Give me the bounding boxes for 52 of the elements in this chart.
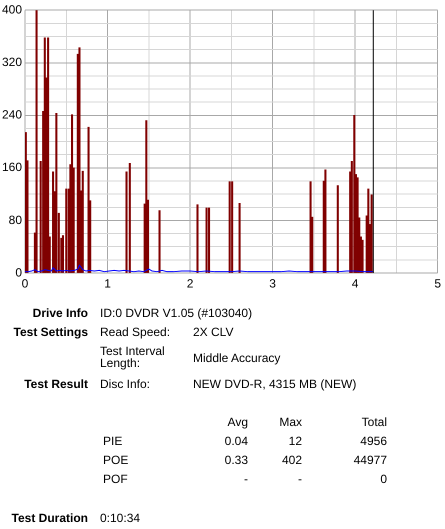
bar xyxy=(336,185,339,273)
text: Test Interval Length: xyxy=(100,344,166,370)
y-tick-label: 160 xyxy=(2,160,22,174)
bar xyxy=(196,204,199,273)
text: 44977 xyxy=(354,453,387,467)
text: Disc Info: xyxy=(100,377,150,391)
bar xyxy=(55,113,58,273)
text: Drive Info xyxy=(32,306,88,320)
text: Read Speed: xyxy=(100,324,170,338)
bar xyxy=(47,37,50,273)
text: Max xyxy=(279,414,302,428)
text: POE xyxy=(103,453,128,467)
text: PIE xyxy=(103,434,122,448)
x-tick-label: 2 xyxy=(186,276,194,291)
text: 0:10:34 xyxy=(100,511,140,525)
text: 0.33 xyxy=(224,453,248,467)
text: 4956 xyxy=(360,434,387,448)
bar xyxy=(231,181,234,273)
text: Middle Accuracy xyxy=(193,350,280,364)
text: NEW DVD-R, 4315 MB (NEW) xyxy=(193,377,356,391)
text: 402 xyxy=(282,453,302,467)
x-tick-label: 3 xyxy=(269,276,276,291)
y-tick-label: 400 xyxy=(2,2,22,17)
bar xyxy=(238,203,241,273)
bar xyxy=(206,208,208,273)
text: - xyxy=(244,472,248,486)
text: Total xyxy=(362,414,387,428)
text: Test Result xyxy=(24,377,88,391)
x-tick-label: 1 xyxy=(104,276,112,291)
y-tick-label: 320 xyxy=(2,55,22,70)
text: 12 xyxy=(288,434,302,448)
y-tick-label: 80 xyxy=(8,212,22,227)
text: 0 xyxy=(380,472,387,486)
x-tick-label: 4 xyxy=(352,276,359,291)
text: 2X CLV xyxy=(193,324,234,338)
bar xyxy=(158,210,161,273)
text: Test Settings xyxy=(14,324,88,338)
bar xyxy=(128,162,131,273)
bar xyxy=(65,188,68,273)
text: Avg xyxy=(228,414,248,428)
bar xyxy=(208,208,210,273)
bar xyxy=(324,170,326,273)
text: 0.04 xyxy=(224,434,248,448)
text: Test Duration xyxy=(12,511,88,525)
y-tick-label: 240 xyxy=(2,108,22,122)
text: - xyxy=(298,472,302,486)
bar xyxy=(228,181,231,273)
y-tick-label: 0 xyxy=(15,265,22,280)
text: POF xyxy=(103,472,128,486)
x-tick-label: 5 xyxy=(434,276,442,291)
bar xyxy=(36,10,38,273)
text: ID:0 DVDR V1.05 (#103040) xyxy=(100,306,252,320)
